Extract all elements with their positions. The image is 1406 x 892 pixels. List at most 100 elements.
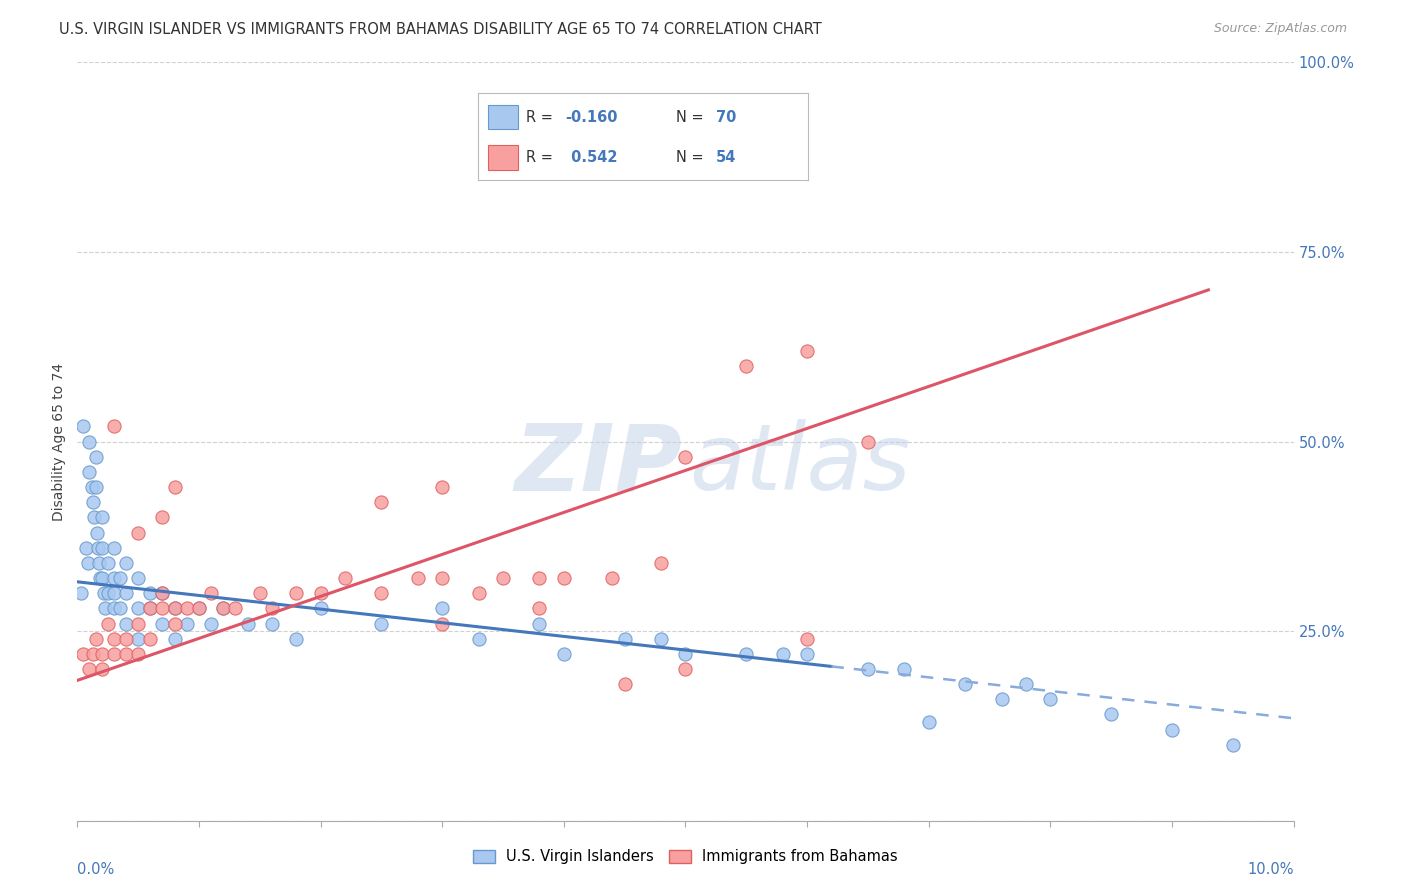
Point — [89, 556, 111, 570]
Point — [370, 616, 392, 631]
Point — [249, 586, 271, 600]
Bar — [488, 145, 517, 169]
Point — [80, 480, 103, 494]
Point — [115, 647, 138, 661]
Point — [285, 632, 308, 646]
Point — [103, 419, 125, 434]
Point — [72, 419, 94, 434]
Point — [1222, 738, 1244, 752]
Point — [77, 556, 100, 570]
Point — [72, 647, 94, 661]
Point — [467, 586, 489, 600]
Point — [84, 450, 107, 464]
Point — [87, 541, 110, 555]
Point — [772, 647, 794, 661]
Text: Source: ZipAtlas.com: Source: ZipAtlas.com — [1213, 22, 1347, 36]
Point — [796, 343, 818, 358]
Point — [152, 586, 174, 600]
Point — [650, 556, 672, 570]
Text: 70: 70 — [716, 110, 737, 125]
Text: N =: N = — [676, 110, 709, 125]
Point — [430, 616, 453, 631]
Point — [650, 632, 672, 646]
Point — [990, 692, 1012, 706]
Point — [84, 632, 107, 646]
Point — [553, 571, 575, 585]
Point — [1161, 723, 1184, 737]
Point — [492, 571, 515, 585]
Point — [370, 586, 392, 600]
Point — [139, 632, 162, 646]
Point — [103, 541, 125, 555]
Point — [613, 632, 636, 646]
Point — [735, 647, 758, 661]
Point — [309, 601, 332, 615]
Point — [236, 616, 259, 631]
Point — [163, 632, 186, 646]
Point — [260, 616, 283, 631]
Point — [856, 434, 879, 449]
Point — [152, 601, 174, 615]
Point — [856, 662, 879, 676]
Point — [139, 586, 162, 600]
Point — [79, 662, 101, 676]
Point — [430, 571, 453, 585]
Point — [893, 662, 915, 676]
Point — [200, 616, 222, 631]
Point — [260, 601, 283, 615]
Text: R =: R = — [526, 150, 557, 165]
Point — [103, 632, 125, 646]
Point — [89, 571, 111, 585]
Point — [90, 541, 112, 555]
Point — [918, 715, 941, 730]
Text: 0.0%: 0.0% — [77, 863, 114, 878]
Point — [553, 647, 575, 661]
Point — [82, 495, 104, 509]
Point — [86, 525, 108, 540]
Point — [115, 556, 138, 570]
Point — [529, 571, 551, 585]
Point — [309, 586, 332, 600]
Point — [127, 647, 149, 661]
Point — [176, 616, 198, 631]
Bar — [488, 105, 517, 129]
Point — [1015, 677, 1038, 691]
Point — [115, 632, 138, 646]
Text: atlas: atlas — [689, 419, 911, 509]
Point — [103, 571, 125, 585]
Point — [188, 601, 211, 615]
Text: R =: R = — [526, 110, 557, 125]
Point — [613, 677, 636, 691]
Point — [163, 616, 186, 631]
Point — [529, 616, 551, 631]
Point — [953, 677, 976, 691]
Point — [90, 647, 112, 661]
Point — [735, 359, 758, 373]
Point — [796, 647, 818, 661]
Point — [103, 586, 125, 600]
Point — [94, 601, 117, 615]
Point — [529, 601, 551, 615]
Point — [163, 480, 186, 494]
Point — [139, 601, 162, 615]
Text: 54: 54 — [716, 150, 737, 165]
Legend: U.S. Virgin Islanders, Immigrants from Bahamas: U.S. Virgin Islanders, Immigrants from B… — [467, 844, 904, 871]
Point — [127, 616, 149, 631]
Text: -0.160: -0.160 — [565, 110, 619, 125]
Point — [467, 632, 489, 646]
Point — [103, 601, 125, 615]
Point — [796, 632, 818, 646]
Point — [152, 510, 174, 524]
Point — [103, 647, 125, 661]
Point — [97, 616, 120, 631]
Text: 10.0%: 10.0% — [1247, 863, 1294, 878]
Point — [75, 541, 97, 555]
Point — [163, 601, 186, 615]
Point — [224, 601, 246, 615]
Point — [90, 662, 112, 676]
Point — [82, 647, 104, 661]
Point — [97, 556, 120, 570]
Point — [108, 571, 131, 585]
Point — [90, 510, 112, 524]
Point — [115, 616, 138, 631]
